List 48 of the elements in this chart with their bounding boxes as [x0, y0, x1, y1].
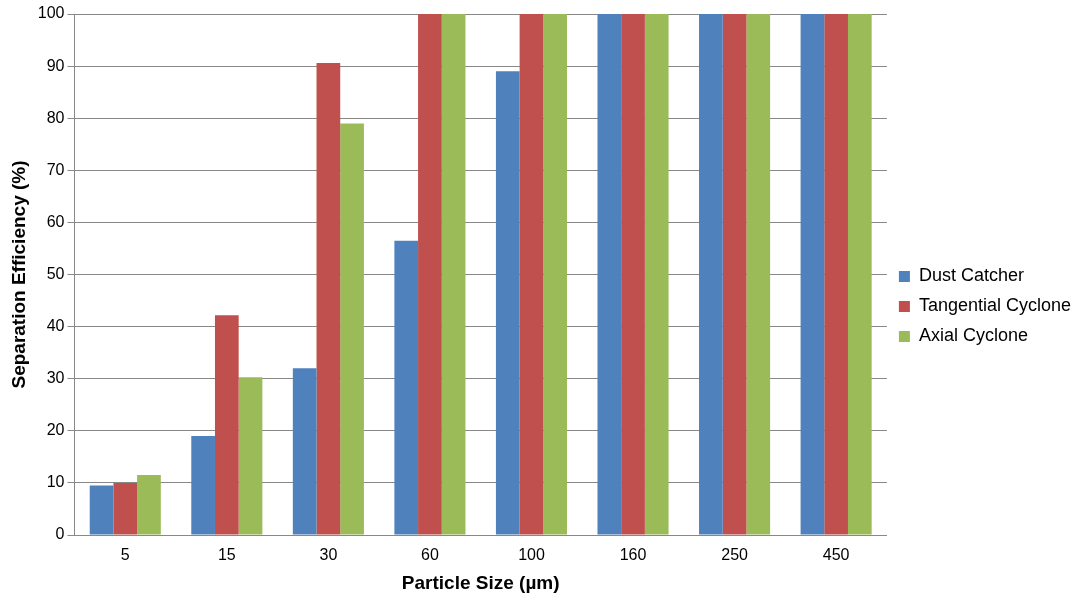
bar — [292, 368, 317, 535]
y-tick-label: 90 — [46, 56, 65, 74]
x-tick-label: 30 — [319, 546, 338, 564]
y-tick-label: 100 — [37, 4, 65, 22]
x-tick-label: 15 — [217, 546, 236, 564]
bar — [191, 436, 215, 535]
bar — [238, 377, 263, 535]
x-tick-label: 250 — [721, 546, 749, 564]
bar — [340, 123, 364, 535]
bar — [418, 14, 442, 535]
legend-label: Dust Catcher — [918, 265, 1024, 286]
x-tick-label: 100 — [518, 546, 545, 564]
x-tick-label: 450 — [822, 546, 850, 564]
y-tick-label: 20 — [46, 421, 65, 439]
bar — [495, 71, 520, 535]
y-tick-label: 40 — [46, 317, 65, 335]
y-axis-title: Separation Efficiency (%) — [7, 160, 29, 389]
y-tick-label: 30 — [46, 369, 65, 387]
bar — [543, 14, 568, 535]
bar — [89, 485, 114, 535]
bar — [621, 14, 645, 535]
bar — [699, 14, 723, 535]
y-tick-label: 80 — [46, 108, 65, 126]
x-tick-label: 60 — [421, 546, 439, 564]
x-axis-title: Particle Size (µm) — [401, 571, 560, 593]
bar — [847, 14, 872, 535]
bar — [137, 475, 161, 535]
y-tick-label: 50 — [46, 264, 65, 282]
bar — [214, 315, 239, 535]
bar — [597, 14, 622, 535]
bar — [824, 14, 848, 535]
x-tick-label: 160 — [619, 546, 647, 564]
bar — [113, 482, 138, 535]
bar — [800, 14, 825, 535]
x-tick-label: 5 — [120, 546, 130, 564]
legend-label: Tangential Cyclone — [918, 295, 1072, 316]
y-tick-label: 60 — [46, 212, 65, 230]
y-tick-label: 70 — [46, 160, 65, 178]
bar — [644, 14, 669, 535]
y-tick-label: 10 — [46, 473, 65, 491]
bar — [316, 62, 341, 535]
bar — [722, 14, 747, 535]
bar — [519, 14, 544, 535]
bar — [394, 240, 419, 535]
bar — [441, 14, 466, 535]
y-tick-label: 0 — [55, 525, 65, 543]
bar — [746, 14, 771, 535]
legend-label: Axial Cyclone — [918, 325, 1028, 346]
